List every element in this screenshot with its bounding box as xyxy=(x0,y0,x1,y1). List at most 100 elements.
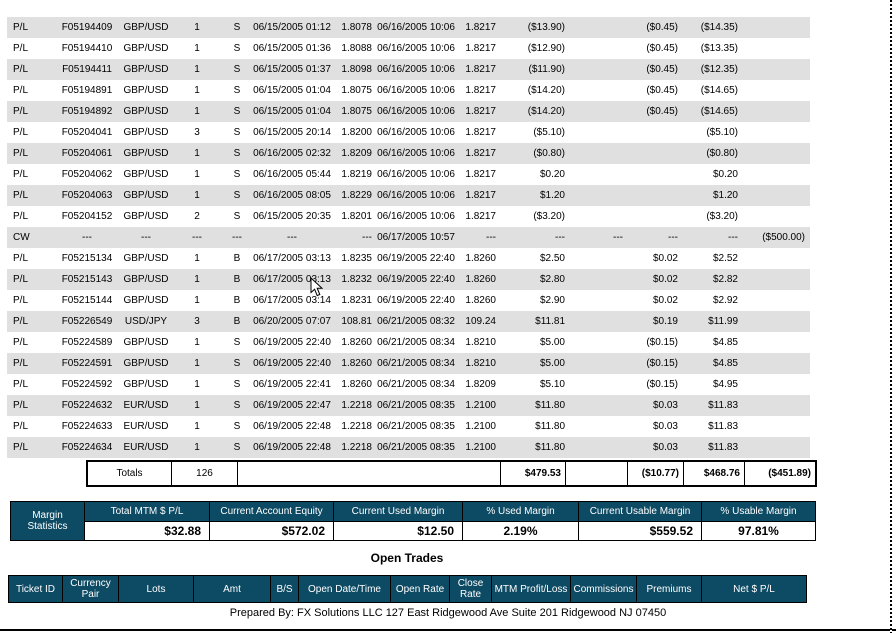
cell-ticket: F05224633 xyxy=(61,421,113,432)
cell-lots: 1 xyxy=(194,337,200,348)
cell-premiums: $0.02 xyxy=(652,253,678,264)
cell-net: ($5.10) xyxy=(706,127,738,138)
cell-open_datetime: 06/15/2005 20:35 xyxy=(253,211,331,222)
cell-bs: S xyxy=(233,337,241,348)
open-trades-header-premiums: Premiums xyxy=(637,576,701,602)
cell-open_datetime: 06/19/2005 22:41 xyxy=(253,379,331,390)
cell-open_rate: 1.8201 xyxy=(341,211,372,222)
cell-mtm: $1.20 xyxy=(539,190,565,201)
cell-close_rate: 1.8209 xyxy=(465,379,496,390)
open-trades-header-net: Net $ P/L xyxy=(702,576,806,602)
cell-pair: GBP/USD xyxy=(123,211,169,222)
totals-row: Totals 126 $479.53 ($10.77) $468.76 ($45… xyxy=(86,460,817,487)
cell-commissions xyxy=(570,164,628,185)
cell-open_rate: 108.81 xyxy=(341,316,372,327)
cell-open_datetime: 06/16/2005 08:05 xyxy=(253,190,331,201)
table-row: P/L F05224591 GBP/USD 1 S 06/19/2005 22:40 1.8… xyxy=(7,353,810,374)
cell-premiums: ($0.45) xyxy=(646,22,678,33)
cell-commissions xyxy=(570,290,628,311)
cell-close_rate: 1.8217 xyxy=(465,148,496,159)
cell-pair: GBP/USD xyxy=(123,127,169,138)
cell-premiums: ($0.45) xyxy=(646,43,678,54)
cell-lots: 1 xyxy=(194,379,200,390)
cell-mtm: $11.80 xyxy=(535,421,565,432)
cell-mtm: $5.00 xyxy=(539,337,565,348)
cell-commissions xyxy=(570,332,628,353)
cell-bs: --- xyxy=(232,232,242,243)
table-row: P/L F05215143 GBP/USD 1 B 06/17/2005 03:13 1.8… xyxy=(7,269,810,290)
cell-bs: B xyxy=(233,295,241,306)
cell-lots: 1 xyxy=(194,274,200,285)
cell-pair: USD/JPY xyxy=(124,316,168,327)
cell-lots: 1 xyxy=(194,400,200,411)
margin-value-total-mtm: $32.88 xyxy=(85,522,209,540)
table-row: P/L F05194892 GBP/USD 1 S 06/15/2005 01:04 1.8… xyxy=(7,101,810,122)
cell-pair: GBP/USD xyxy=(123,169,169,180)
cell-type: P/L xyxy=(13,253,29,264)
cell-ticket: F05204063 xyxy=(61,190,113,201)
cell-close_rate: 1.2100 xyxy=(465,400,496,411)
cell-bs: S xyxy=(233,127,241,138)
open-trades-header-open-datetime: Open Date/Time xyxy=(299,576,390,602)
cell-amount: ($500.00) xyxy=(762,232,805,243)
cell-type: P/L xyxy=(13,148,29,159)
cell-open_rate: 1.8219 xyxy=(341,169,372,180)
cell-pair: GBP/USD xyxy=(123,358,169,369)
cell-commissions xyxy=(570,80,628,101)
cell-ticket: --- xyxy=(82,232,92,243)
cell-open_datetime: 06/17/2005 03:13 xyxy=(253,274,331,285)
cell-open_datetime: 06/17/2005 03:13 xyxy=(253,253,331,264)
cell-type: P/L xyxy=(13,127,29,138)
cell-ticket: F05224632 xyxy=(61,400,113,411)
table-row: P/L F05224592 GBP/USD 1 S 06/19/2005 22:41 1.8… xyxy=(7,374,810,395)
cell-amount xyxy=(743,332,810,353)
margin-header-total-mtm: Total MTM $ P/L xyxy=(85,502,209,521)
margin-value-used-margin: $12.50 xyxy=(334,522,462,540)
cell-close_datetime: 06/21/2005 08:32 xyxy=(377,316,455,327)
cell-lots: 1 xyxy=(194,190,200,201)
cell-premiums: $0.19 xyxy=(652,316,678,327)
cell-commissions xyxy=(570,122,628,143)
cell-premiums: $0.02 xyxy=(652,274,678,285)
cell-pair: EUR/USD xyxy=(123,442,169,453)
margin-value-pct-used: 2.19% xyxy=(463,522,578,540)
open-trades-header-close-rate: Close Rate xyxy=(450,576,491,602)
cell-mtm: $5.00 xyxy=(539,358,565,369)
cell-net: ($3.20) xyxy=(706,211,738,222)
cell-mtm: $11.80 xyxy=(535,442,565,453)
cell-commissions xyxy=(570,143,628,164)
cell-open_datetime: 06/19/2005 22:40 xyxy=(253,337,331,348)
cell-mtm: $2.80 xyxy=(539,274,565,285)
cell-premiums xyxy=(628,122,683,143)
cell-bs: B xyxy=(233,316,241,327)
cell-close_rate: 1.8217 xyxy=(465,43,496,54)
cell-commissions xyxy=(570,353,628,374)
cell-close_rate: 1.8217 xyxy=(465,106,496,117)
cell-type: P/L xyxy=(13,379,29,390)
totals-lots: 126 xyxy=(171,462,237,485)
cell-open_rate: 1.8260 xyxy=(341,358,372,369)
cell-ticket: F05224589 xyxy=(61,337,113,348)
cell-premiums: $0.03 xyxy=(652,421,678,432)
cell-net: ($13.35) xyxy=(700,43,738,54)
cell-amount xyxy=(743,248,810,269)
totals-label: Totals xyxy=(116,468,143,479)
cell-open_rate: 1.2218 xyxy=(341,421,372,432)
cell-close_datetime: 06/16/2005 10:06 xyxy=(377,190,455,201)
cell-net: --- xyxy=(728,232,738,243)
cell-mtm: ($3.20) xyxy=(533,211,565,222)
table-row: P/L F05204041 GBP/USD 3 S 06/15/2005 20:14 1.8… xyxy=(7,122,810,143)
cell-lots: 1 xyxy=(194,106,200,117)
open-trades-header-mtm: MTM Profit/Loss xyxy=(492,576,570,602)
table-row: P/L F05204062 GBP/USD 1 S 06/16/2005 05:44 1.8… xyxy=(7,164,810,185)
cell-type: P/L xyxy=(13,211,29,222)
cell-commissions xyxy=(570,416,628,437)
cell-type: P/L xyxy=(13,64,29,75)
cell-bs: B xyxy=(233,274,241,285)
cell-mtm: ($14.20) xyxy=(527,106,565,117)
cell-close_datetime: 06/21/2005 08:35 xyxy=(377,442,455,453)
cell-open_datetime: 06/15/2005 01:04 xyxy=(253,85,331,96)
cell-close_rate: 1.8210 xyxy=(465,358,496,369)
cell-amount xyxy=(743,80,810,101)
table-row: P/L F05215134 GBP/USD 1 B 06/17/2005 03:13 1.8… xyxy=(7,248,810,269)
